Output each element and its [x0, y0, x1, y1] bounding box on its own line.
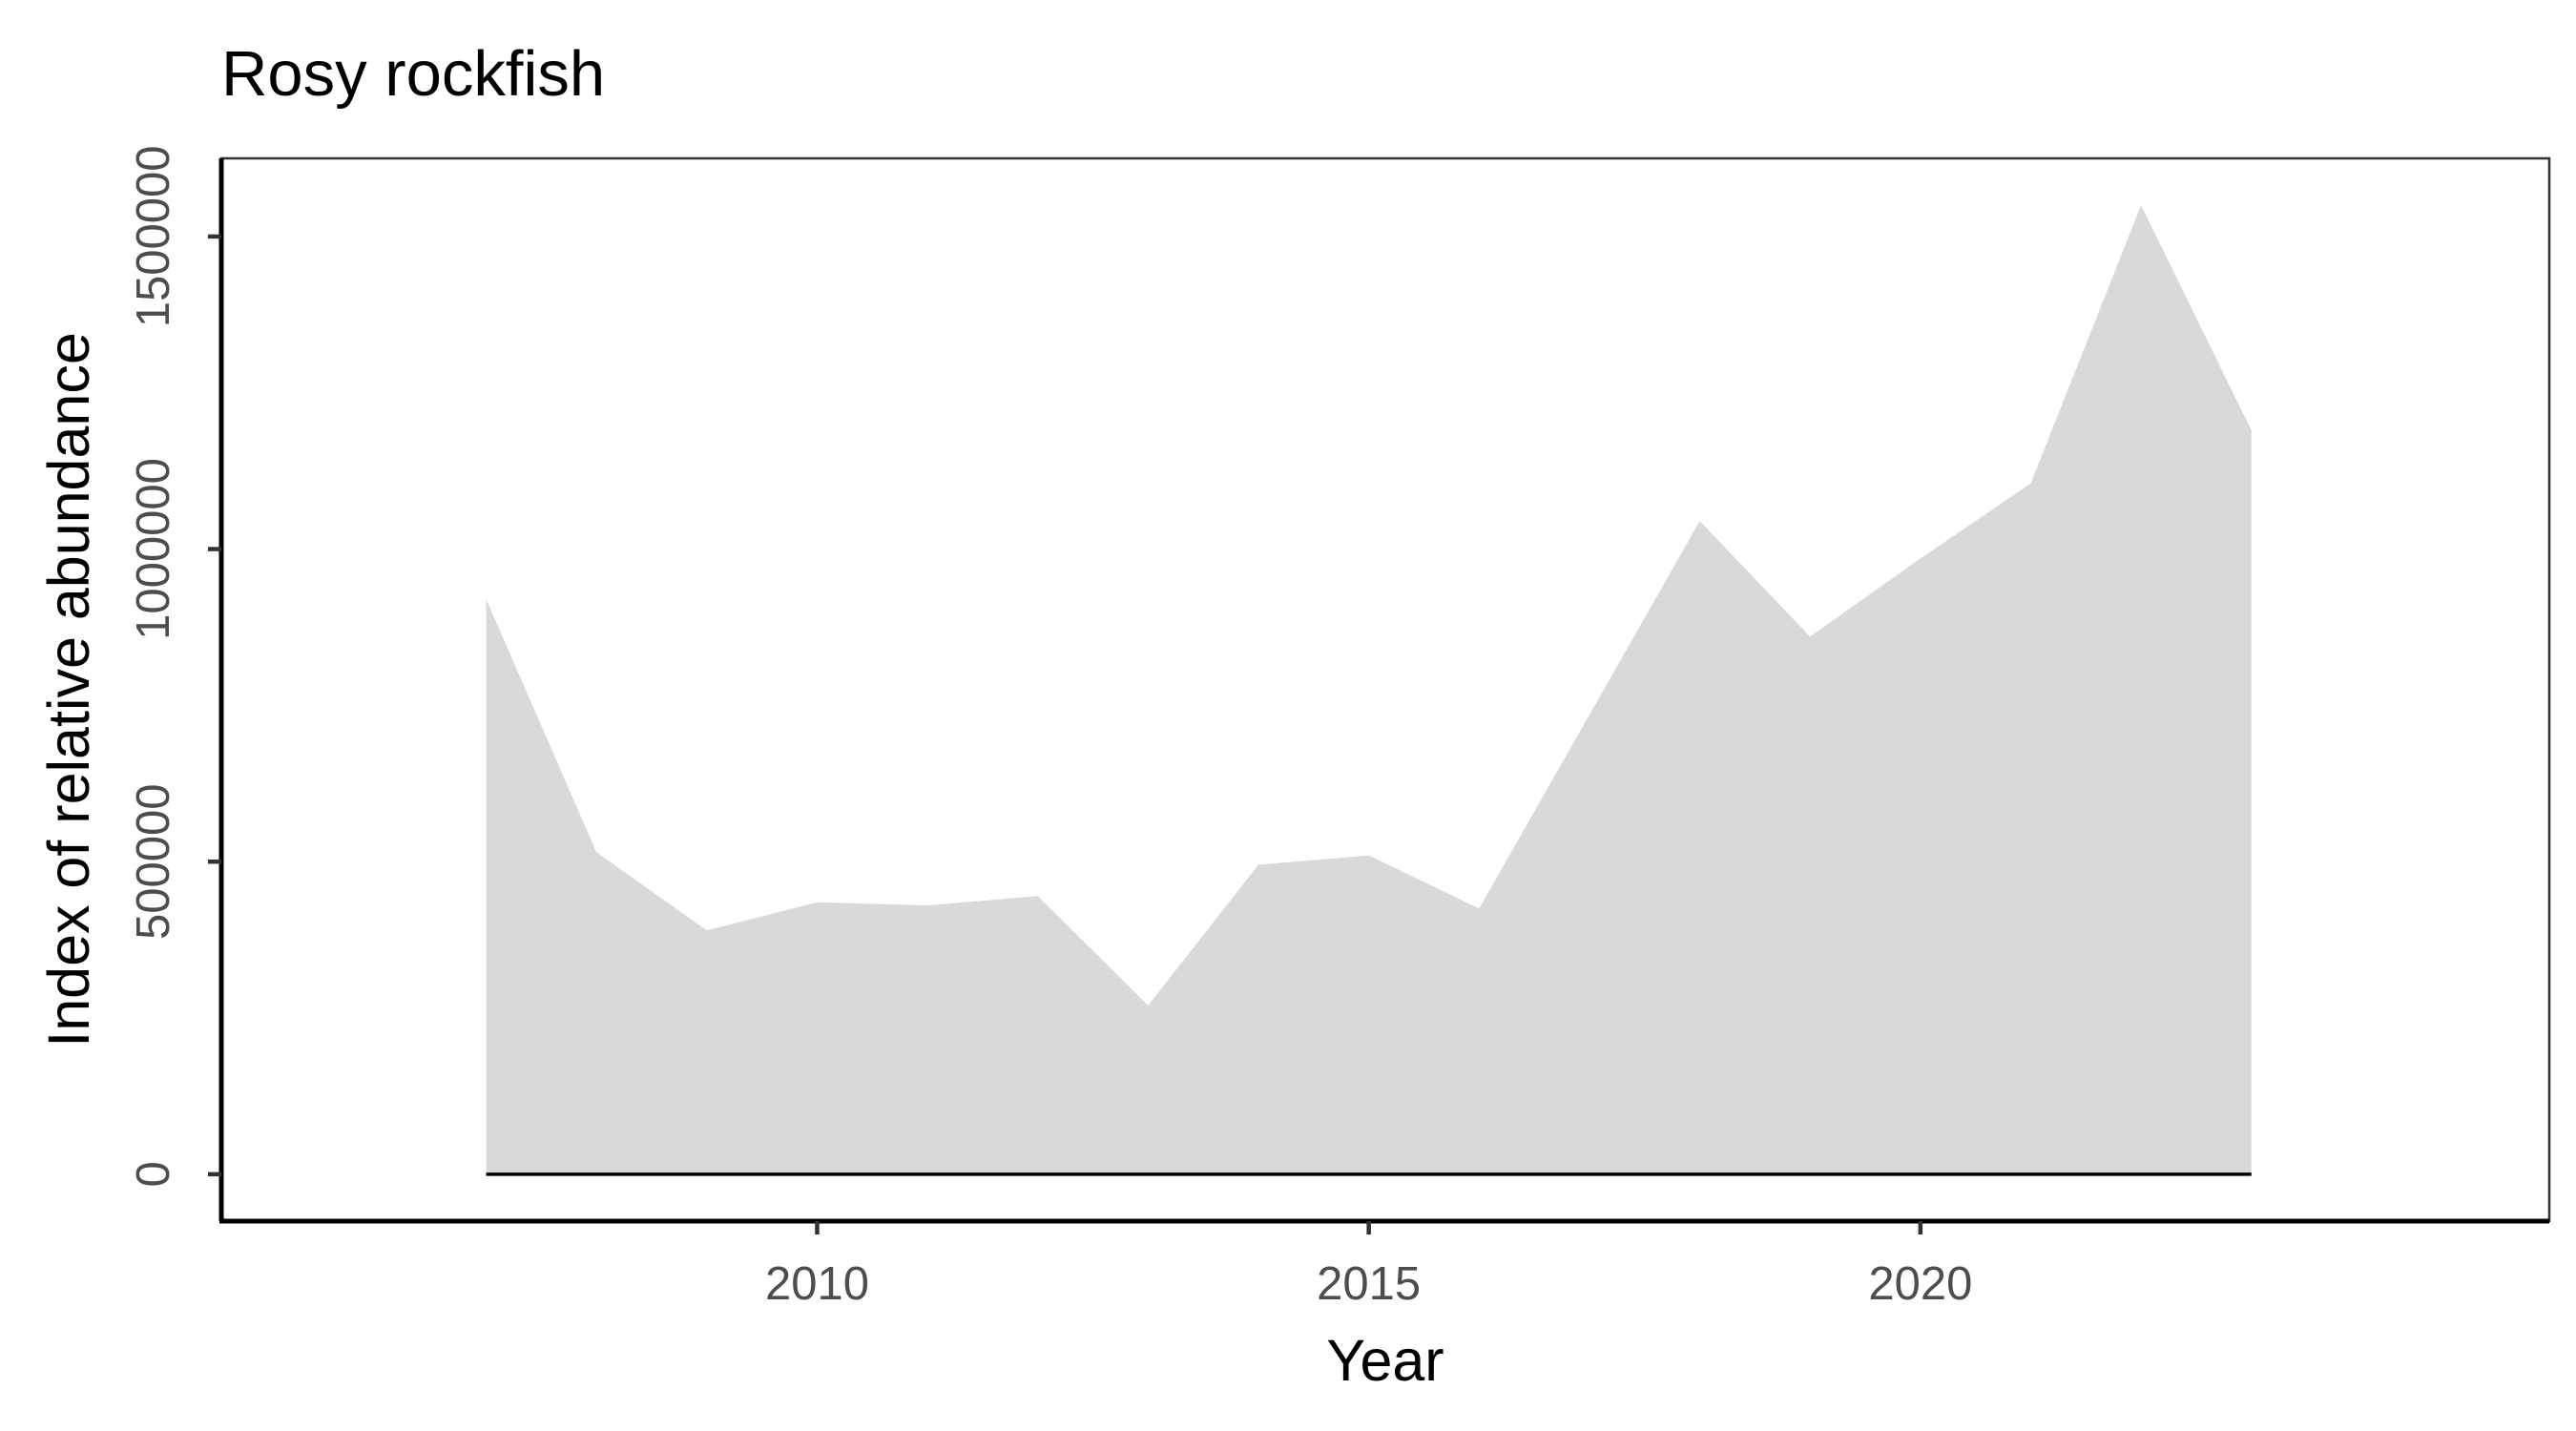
y-tick-label-1000000: 1000000 [128, 458, 179, 640]
chart-title: Rosy rockfish [221, 38, 605, 110]
plot-area [218, 156, 2551, 1224]
x-tick-label-2015: 2015 [1317, 1258, 1421, 1310]
x-axis-title: Year [1326, 1328, 1444, 1393]
y-tick-label-1500000: 1500000 [128, 146, 179, 328]
area-layer [485, 203, 2254, 1174]
data-point-2020 [1919, 556, 1922, 560]
data-point-2010 [815, 901, 819, 904]
data-point-2007 [485, 597, 488, 601]
abundance-area [486, 205, 2252, 1174]
data-point-2018 [1698, 519, 1702, 523]
data-point-2012 [1036, 894, 1040, 898]
data-point-2019 [1808, 634, 1812, 638]
data-point-2013 [1146, 1004, 1150, 1007]
data-point-2016 [1477, 906, 1481, 910]
x-tick-label-2020: 2020 [1868, 1258, 1972, 1310]
x-axis-ticks: 2010 2015 2020 [765, 1221, 1972, 1310]
y-axis-ticks: 0 500000 1000000 1500000 [128, 146, 221, 1187]
data-point-2015 [1367, 854, 1371, 858]
data-point-2022 [2139, 203, 2143, 207]
y-axis-title: Index of relative abundance [36, 332, 101, 1047]
x-tick-label-2010: 2010 [765, 1258, 869, 1310]
data-point-2009 [705, 928, 709, 932]
data-point-2008 [594, 850, 598, 854]
data-point-2021 [2028, 482, 2032, 486]
data-point-2014 [1257, 862, 1260, 866]
y-tick-label-500000: 500000 [128, 783, 179, 940]
data-point-2017 [1588, 713, 1591, 716]
y-tick-label-0: 0 [128, 1161, 179, 1187]
data-point-2011 [925, 903, 929, 907]
data-point-2023 [2250, 428, 2254, 432]
